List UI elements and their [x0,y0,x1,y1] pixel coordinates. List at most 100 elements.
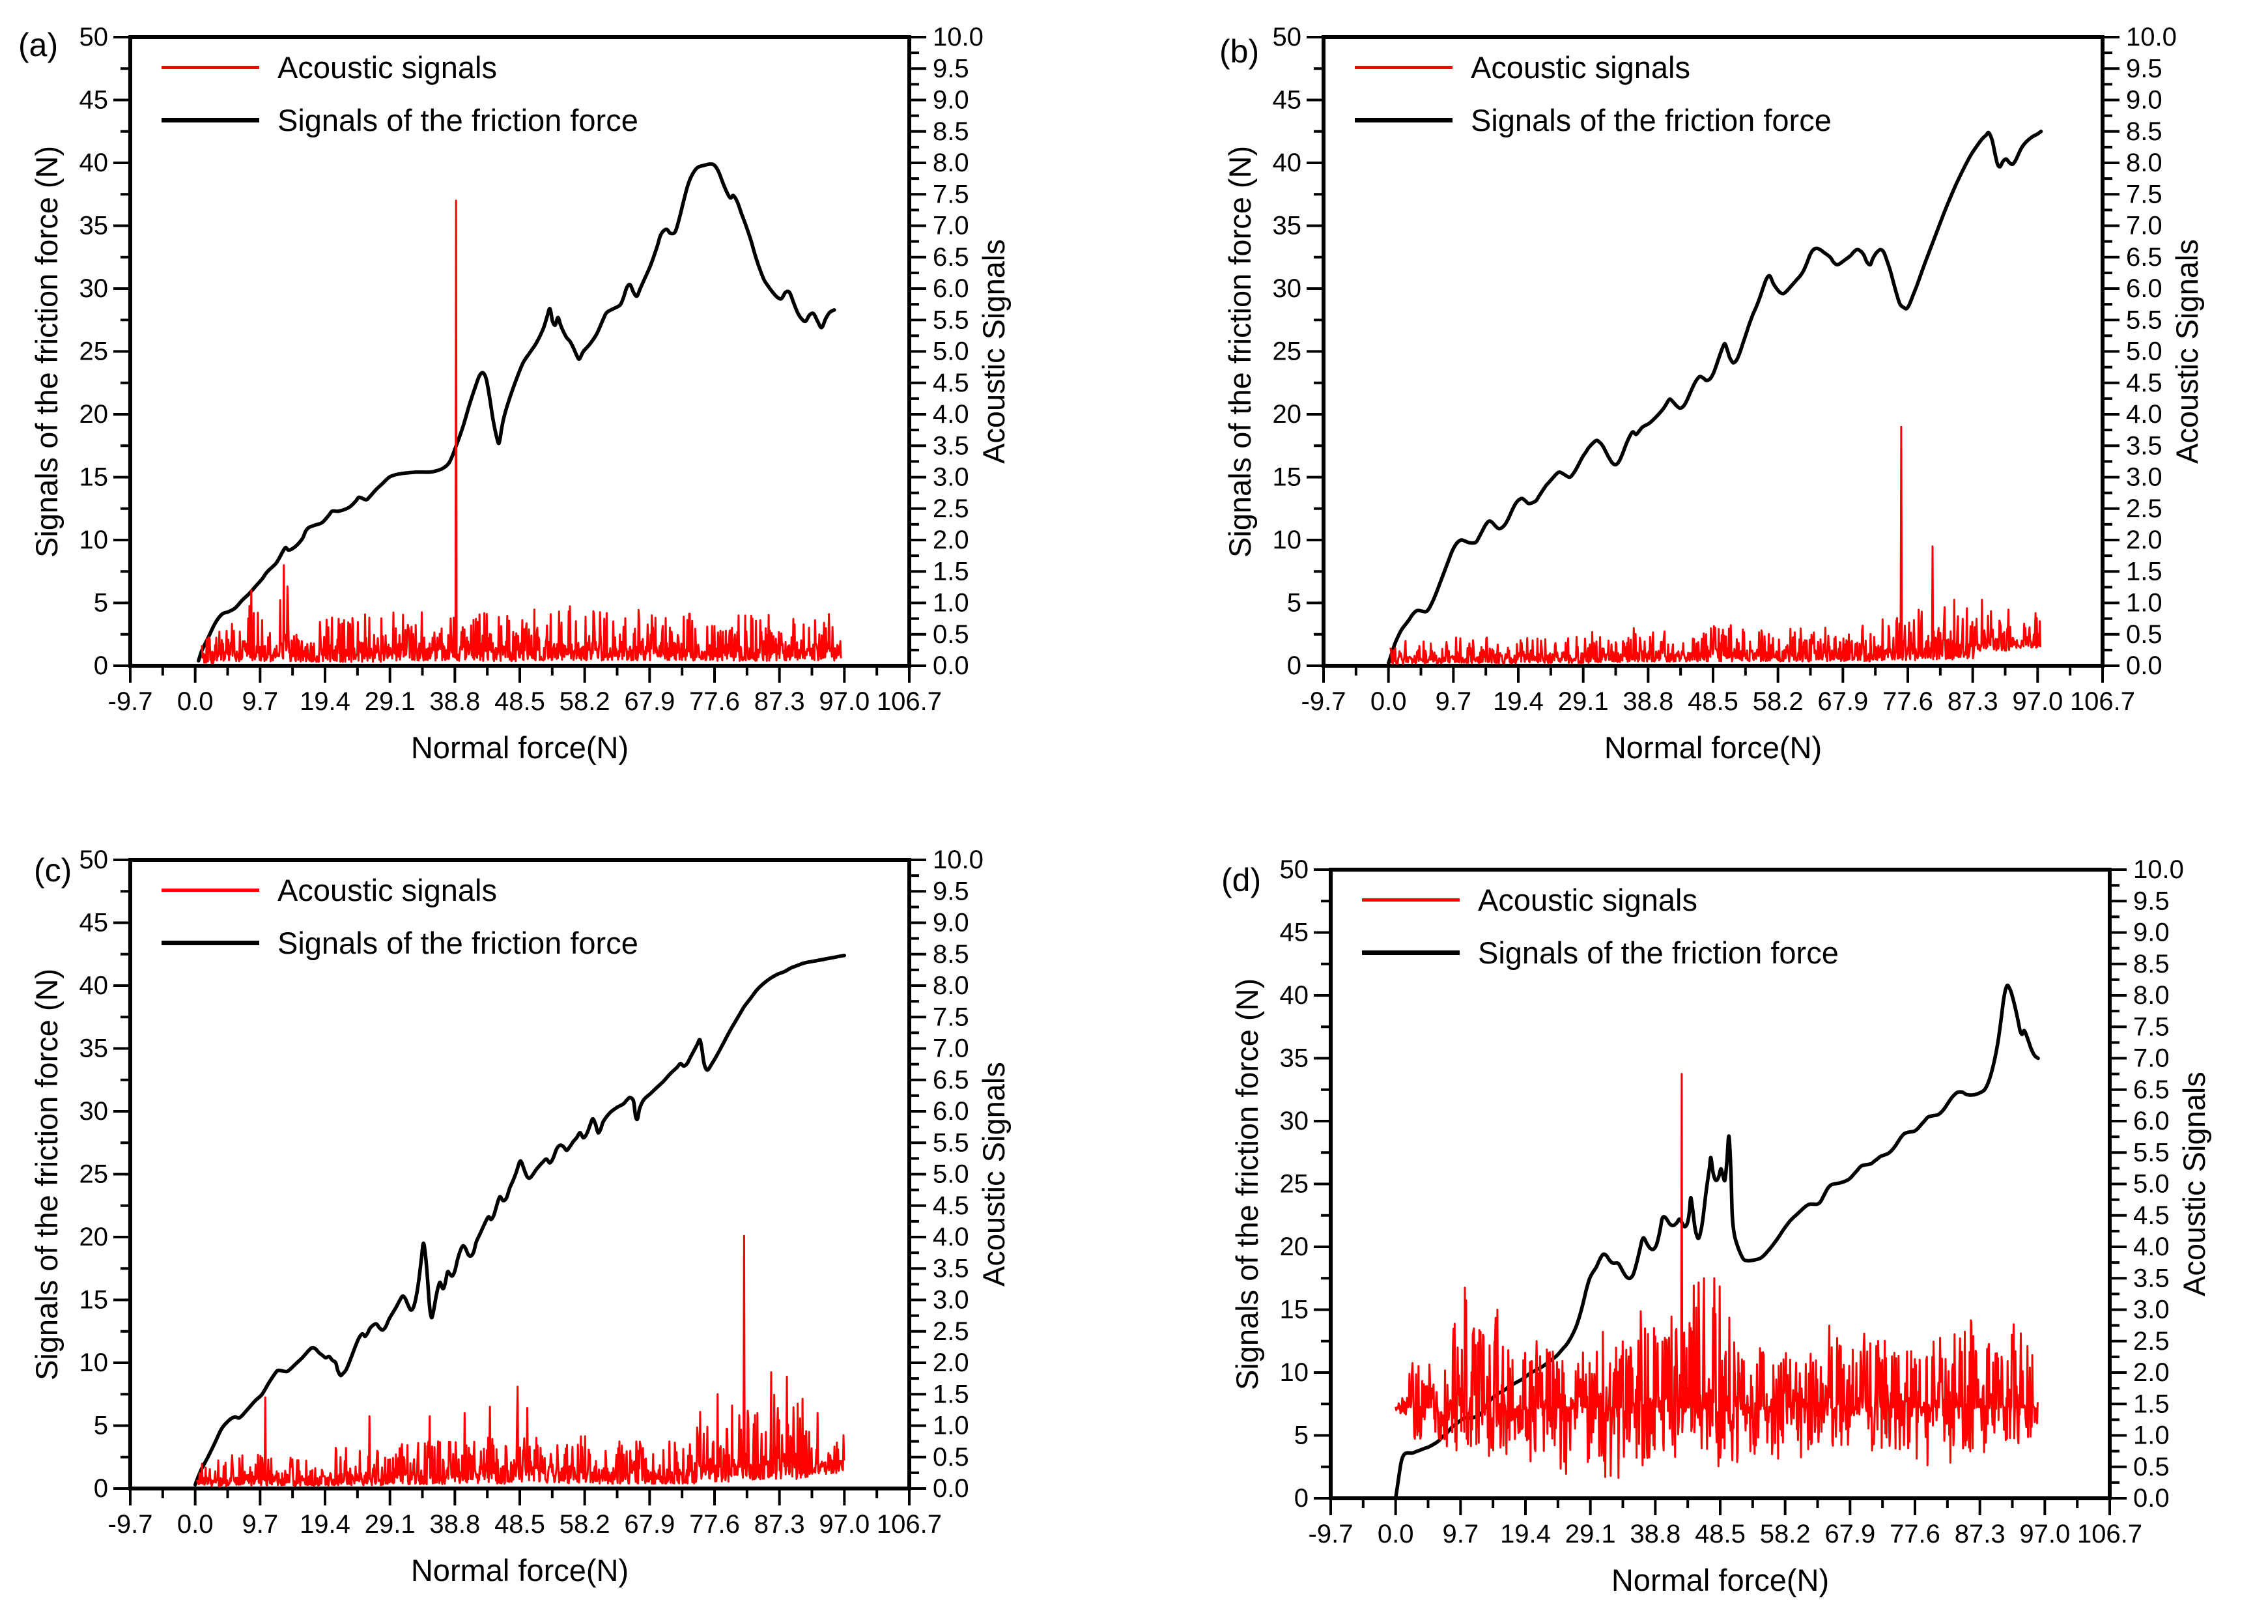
svg-text:4.5: 4.5 [2126,369,2162,397]
x-axis-title: Normal force(N) [410,1553,629,1588]
svg-text:8.0: 8.0 [2133,981,2170,1010]
svg-text:9.7: 9.7 [242,1510,279,1539]
svg-text:5.0: 5.0 [933,337,969,366]
svg-text:45: 45 [1273,86,1302,115]
svg-text:25: 25 [1280,1170,1309,1199]
legend-label-acoustic: Acoustic signals [277,873,497,907]
svg-text:40: 40 [1280,981,1309,1010]
svg-text:0.0: 0.0 [933,651,969,680]
svg-text:25: 25 [1273,337,1302,366]
svg-text:19.4: 19.4 [1493,687,1544,716]
svg-text:5: 5 [94,589,108,618]
svg-text:20: 20 [1280,1232,1309,1261]
svg-text:7.0: 7.0 [2133,1044,2170,1073]
svg-text:58.2: 58.2 [1760,1520,1811,1548]
svg-text:40: 40 [1273,149,1302,177]
svg-text:4.5: 4.5 [933,1191,969,1220]
svg-text:5: 5 [1294,1421,1309,1450]
svg-text:35: 35 [79,1034,109,1063]
svg-text:40: 40 [79,971,109,1000]
svg-text:4.0: 4.0 [2126,400,2162,429]
panel-b: -9.7 0.0 9.7 19.4 29.1 38.8 48.5 58.2 67.9 77.6 87… [1193,0,2268,791]
svg-text:1.0: 1.0 [933,1412,969,1440]
legend-item-friction: Signals of the friction force [162,925,638,961]
svg-text:4.0: 4.0 [2133,1232,2170,1261]
svg-text:-9.7: -9.7 [108,1510,153,1539]
svg-text:7.5: 7.5 [2133,1012,2170,1041]
x-axis-title: Normal force(N) [1611,1563,1830,1597]
svg-text:106.7: 106.7 [877,687,942,716]
svg-text:8.0: 8.0 [933,971,969,1000]
svg-text:10: 10 [1273,526,1302,554]
legend-item-friction: Signals of the friction force [1355,102,1832,138]
chart-canvas-c: -9.7 0.0 9.7 19.4 29.1 38.8 48.5 58.2 67.9 77.6 87… [79,846,984,1539]
legend-a: Acoustic signals Signals of the friction… [162,50,638,138]
svg-text:8.5: 8.5 [2126,117,2162,146]
svg-text:87.3: 87.3 [754,1510,805,1539]
svg-text:48.5: 48.5 [1688,687,1738,716]
chart-canvas-d: -9.7 0.0 9.7 19.4 29.1 38.8 48.5 58.2 67.9 77.6 87… [1280,855,2184,1548]
svg-text:38.8: 38.8 [1623,687,1673,716]
panel-a: -9.7 0.0 9.7 19.4 29.1 38.8 48.5 58.2 67.9 77.6 87… [0,0,1081,791]
svg-text:87.3: 87.3 [754,687,805,716]
svg-text:29.1: 29.1 [1558,687,1609,716]
legend-item-acoustic: Acoustic signals [1355,50,1832,85]
x-axis-title: Normal force(N) [1604,730,1822,765]
svg-text:50: 50 [1280,855,1309,884]
svg-text:10: 10 [79,1348,109,1377]
svg-text:7.0: 7.0 [933,1034,969,1063]
svg-text:0.0: 0.0 [177,1510,214,1539]
svg-text:0.5: 0.5 [2126,620,2162,649]
svg-text:0.0: 0.0 [1370,687,1407,716]
legend-line-friction-icon [1355,118,1453,122]
svg-text:9.0: 9.0 [2133,919,2170,947]
svg-text:106.7: 106.7 [877,1510,942,1539]
svg-text:-9.7: -9.7 [1309,1520,1354,1548]
svg-text:15: 15 [1280,1296,1309,1324]
left-axis-title: Signals of the friction force (N) [29,968,64,1380]
svg-text:1.0: 1.0 [2133,1421,2170,1450]
svg-text:20: 20 [79,1223,109,1251]
svg-text:1.5: 1.5 [2126,557,2162,586]
svg-text:77.6: 77.6 [1882,687,1933,716]
legend-line-friction-icon [162,941,259,945]
legend-item-acoustic: Acoustic signals [162,872,638,908]
svg-text:1.5: 1.5 [933,1380,969,1408]
svg-text:29.1: 29.1 [1565,1520,1616,1548]
svg-text:1.0: 1.0 [933,589,969,618]
legend-line-acoustic-icon [162,889,259,892]
svg-text:3.5: 3.5 [2133,1264,2170,1292]
svg-text:77.6: 77.6 [689,1510,740,1539]
right-axis-title: Acoustic Signals [976,1062,1011,1287]
svg-text:30: 30 [79,1097,109,1126]
left-axis-title: Signals of the friction force (N) [29,145,64,558]
legend-line-acoustic-icon [1355,66,1453,69]
svg-text:106.7: 106.7 [2077,1520,2142,1548]
svg-text:9.7: 9.7 [1443,1520,1479,1548]
legend-item-acoustic: Acoustic signals [162,50,638,85]
svg-text:3.5: 3.5 [933,431,969,460]
svg-text:5.5: 5.5 [933,1128,969,1157]
svg-text:67.9: 67.9 [624,687,675,716]
svg-text:2.5: 2.5 [2126,494,2162,523]
legend-label-acoustic: Acoustic signals [1471,50,1690,85]
svg-text:58.2: 58.2 [560,1510,610,1539]
svg-text:5.0: 5.0 [2133,1170,2170,1199]
svg-text:8.5: 8.5 [933,940,969,969]
svg-text:5: 5 [1287,589,1301,618]
svg-text:1.5: 1.5 [2133,1389,2170,1418]
svg-text:8.0: 8.0 [2126,149,2162,177]
svg-text:45: 45 [79,909,109,937]
svg-text:0: 0 [1287,651,1301,680]
legend-item-acoustic: Acoustic signals [1362,882,1839,918]
svg-text:67.9: 67.9 [624,1510,675,1539]
svg-text:6.5: 6.5 [933,243,969,272]
left-axis-title: Signals of the friction force (N) [1230,978,1264,1390]
svg-text:4.5: 4.5 [933,369,969,397]
svg-text:0: 0 [1294,1484,1309,1513]
svg-text:-9.7: -9.7 [108,687,153,716]
svg-text:3.0: 3.0 [933,463,969,492]
svg-text:-9.7: -9.7 [1301,687,1346,716]
svg-text:0.0: 0.0 [177,687,214,716]
svg-text:97.0: 97.0 [2012,687,2063,716]
